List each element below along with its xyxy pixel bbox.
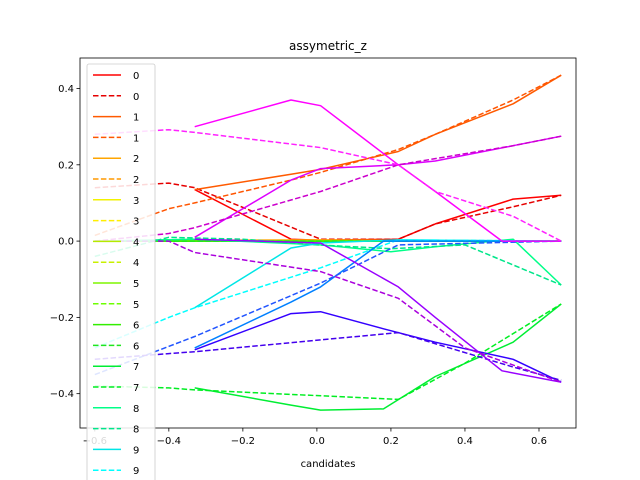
x-axis-label: candidates <box>301 459 356 470</box>
chart-title: assymetric_z <box>289 39 367 53</box>
legend-label: 0 <box>133 71 139 82</box>
series-line-19 <box>94 239 562 349</box>
series-lines <box>94 74 562 411</box>
legend-label: 6 <box>133 341 139 352</box>
legend-label: 1 <box>133 133 139 144</box>
series-line-22 <box>194 310 562 383</box>
y-tick-label: 0.4 <box>58 84 74 95</box>
series-line-17 <box>94 236 562 286</box>
legend-label: 5 <box>133 279 139 290</box>
x-tick-label: 0.6 <box>531 436 547 447</box>
legend-label: 9 <box>133 466 139 477</box>
series-line-20 <box>194 240 562 349</box>
series-line-27 <box>94 135 562 242</box>
series-line-1 <box>94 182 562 240</box>
legend-label: 8 <box>133 425 139 436</box>
legend-box <box>86 63 156 480</box>
legend-label: 0 <box>133 92 139 103</box>
series-line-14 <box>194 303 562 411</box>
plot-frame <box>79 57 577 429</box>
legend-label: 7 <box>133 362 139 373</box>
legend-label: 9 <box>133 445 139 456</box>
x-tick-label: −0.4 <box>157 436 181 447</box>
x-tick-label: −0.2 <box>231 436 255 447</box>
series-line-25 <box>94 240 562 383</box>
series-line-24 <box>194 238 562 383</box>
x-tick-label: 0.2 <box>383 436 399 447</box>
legend-label: 7 <box>133 383 139 394</box>
legend: 0 0 1 1 2 2 3 3 4 4 5 5 6 6 7 7 8 8 9 9 <box>86 63 156 480</box>
y-tick-label: 0.0 <box>58 237 74 248</box>
legend-label: 3 <box>133 196 139 207</box>
legend-label: 4 <box>133 258 139 269</box>
legend-label: 3 <box>133 217 139 228</box>
legend-label: 6 <box>133 321 139 332</box>
series-line-28 <box>194 99 562 242</box>
x-tick-label: 0.0 <box>309 436 325 447</box>
series-line-29 <box>94 128 562 242</box>
y-tick-label: −0.4 <box>50 389 74 400</box>
legend-label: 5 <box>133 300 139 311</box>
series-line-2 <box>194 74 562 191</box>
legend-label: 2 <box>133 154 139 165</box>
legend-label: 8 <box>133 404 139 415</box>
y-tick-label: −0.2 <box>50 313 74 324</box>
legend-label: 2 <box>133 175 139 186</box>
series-line-23 <box>94 331 562 382</box>
series-line-21 <box>94 240 562 376</box>
legend-label: 4 <box>133 237 139 248</box>
series-line-3 <box>94 74 562 237</box>
legend-label: 1 <box>133 113 139 124</box>
x-tick-label: 0.4 <box>457 436 473 447</box>
y-axis-ticks: −0.4 −0.2 0.0 0.2 0.4 <box>50 84 80 400</box>
y-tick-label: 0.2 <box>58 160 74 171</box>
